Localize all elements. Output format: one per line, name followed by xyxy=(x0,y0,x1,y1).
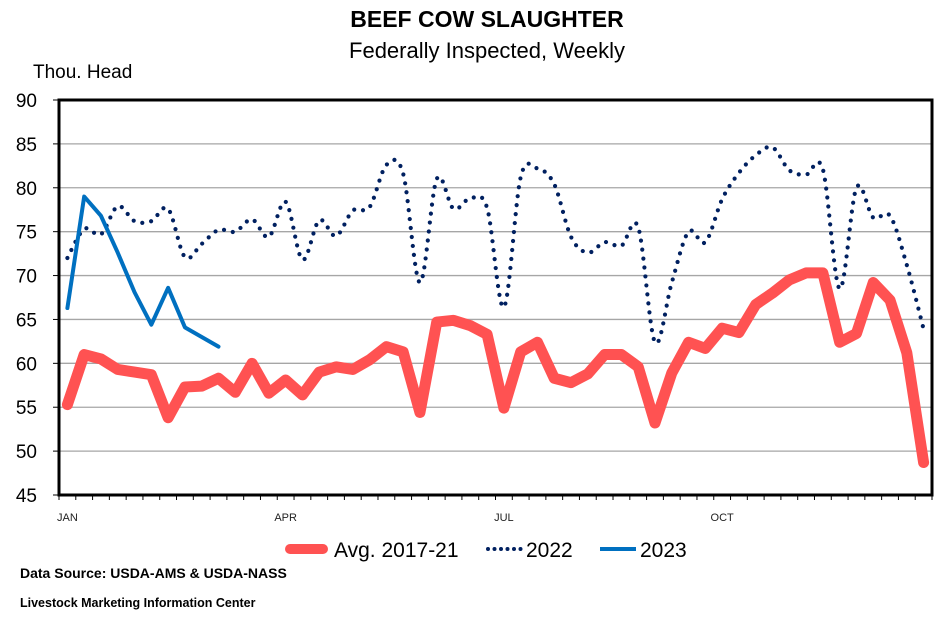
series-2023-line xyxy=(65,194,221,349)
y-tick-label: 75 xyxy=(16,223,37,244)
chart-subtitle: Federally Inspected, Weekly xyxy=(349,38,625,63)
gridlines xyxy=(53,99,932,496)
legend-label-avg: Avg. 2017-21 xyxy=(334,539,459,562)
y-tick-label: 65 xyxy=(16,310,37,331)
x-tick-labels: JAN APR JUL OCT xyxy=(57,512,734,524)
data-source-note: Data Source: USDA-AMS & USDA-NASS xyxy=(20,565,287,581)
x-tick-label: JAN xyxy=(57,512,78,524)
legend-label-2023: 2023 xyxy=(640,539,687,562)
y-tick-label: 80 xyxy=(16,179,37,200)
legend: Avg. 2017-21 2022 2023 xyxy=(285,539,687,562)
y-tick-label: 70 xyxy=(16,267,37,288)
chart-title: BEEF COW SLAUGHTER xyxy=(350,6,624,32)
y-tick-label: 45 xyxy=(16,486,37,507)
y-axis-label: Thou. Head xyxy=(33,62,132,83)
y-tick-label: 90 xyxy=(16,91,37,112)
x-tick-label: APR xyxy=(274,512,297,524)
y-tick-labels: 90 85 80 75 70 65 60 55 50 45 xyxy=(16,91,37,507)
series-lines xyxy=(61,144,930,469)
x-axis-ticks xyxy=(58,495,933,500)
y-tick-label: 55 xyxy=(16,398,37,419)
plot-frame xyxy=(57,98,934,497)
legend-label-2022: 2022 xyxy=(526,539,573,562)
x-tick-label: OCT xyxy=(711,512,735,524)
series-avg-2017-21-line xyxy=(61,267,930,469)
organization-credit: Livestock Marketing Information Center xyxy=(20,596,256,610)
y-tick-label: 85 xyxy=(16,135,37,156)
series-2022-line xyxy=(65,144,926,346)
y-tick-label: 50 xyxy=(16,442,37,463)
y-tick-label: 60 xyxy=(16,354,37,375)
x-tick-label: JUL xyxy=(494,512,514,524)
